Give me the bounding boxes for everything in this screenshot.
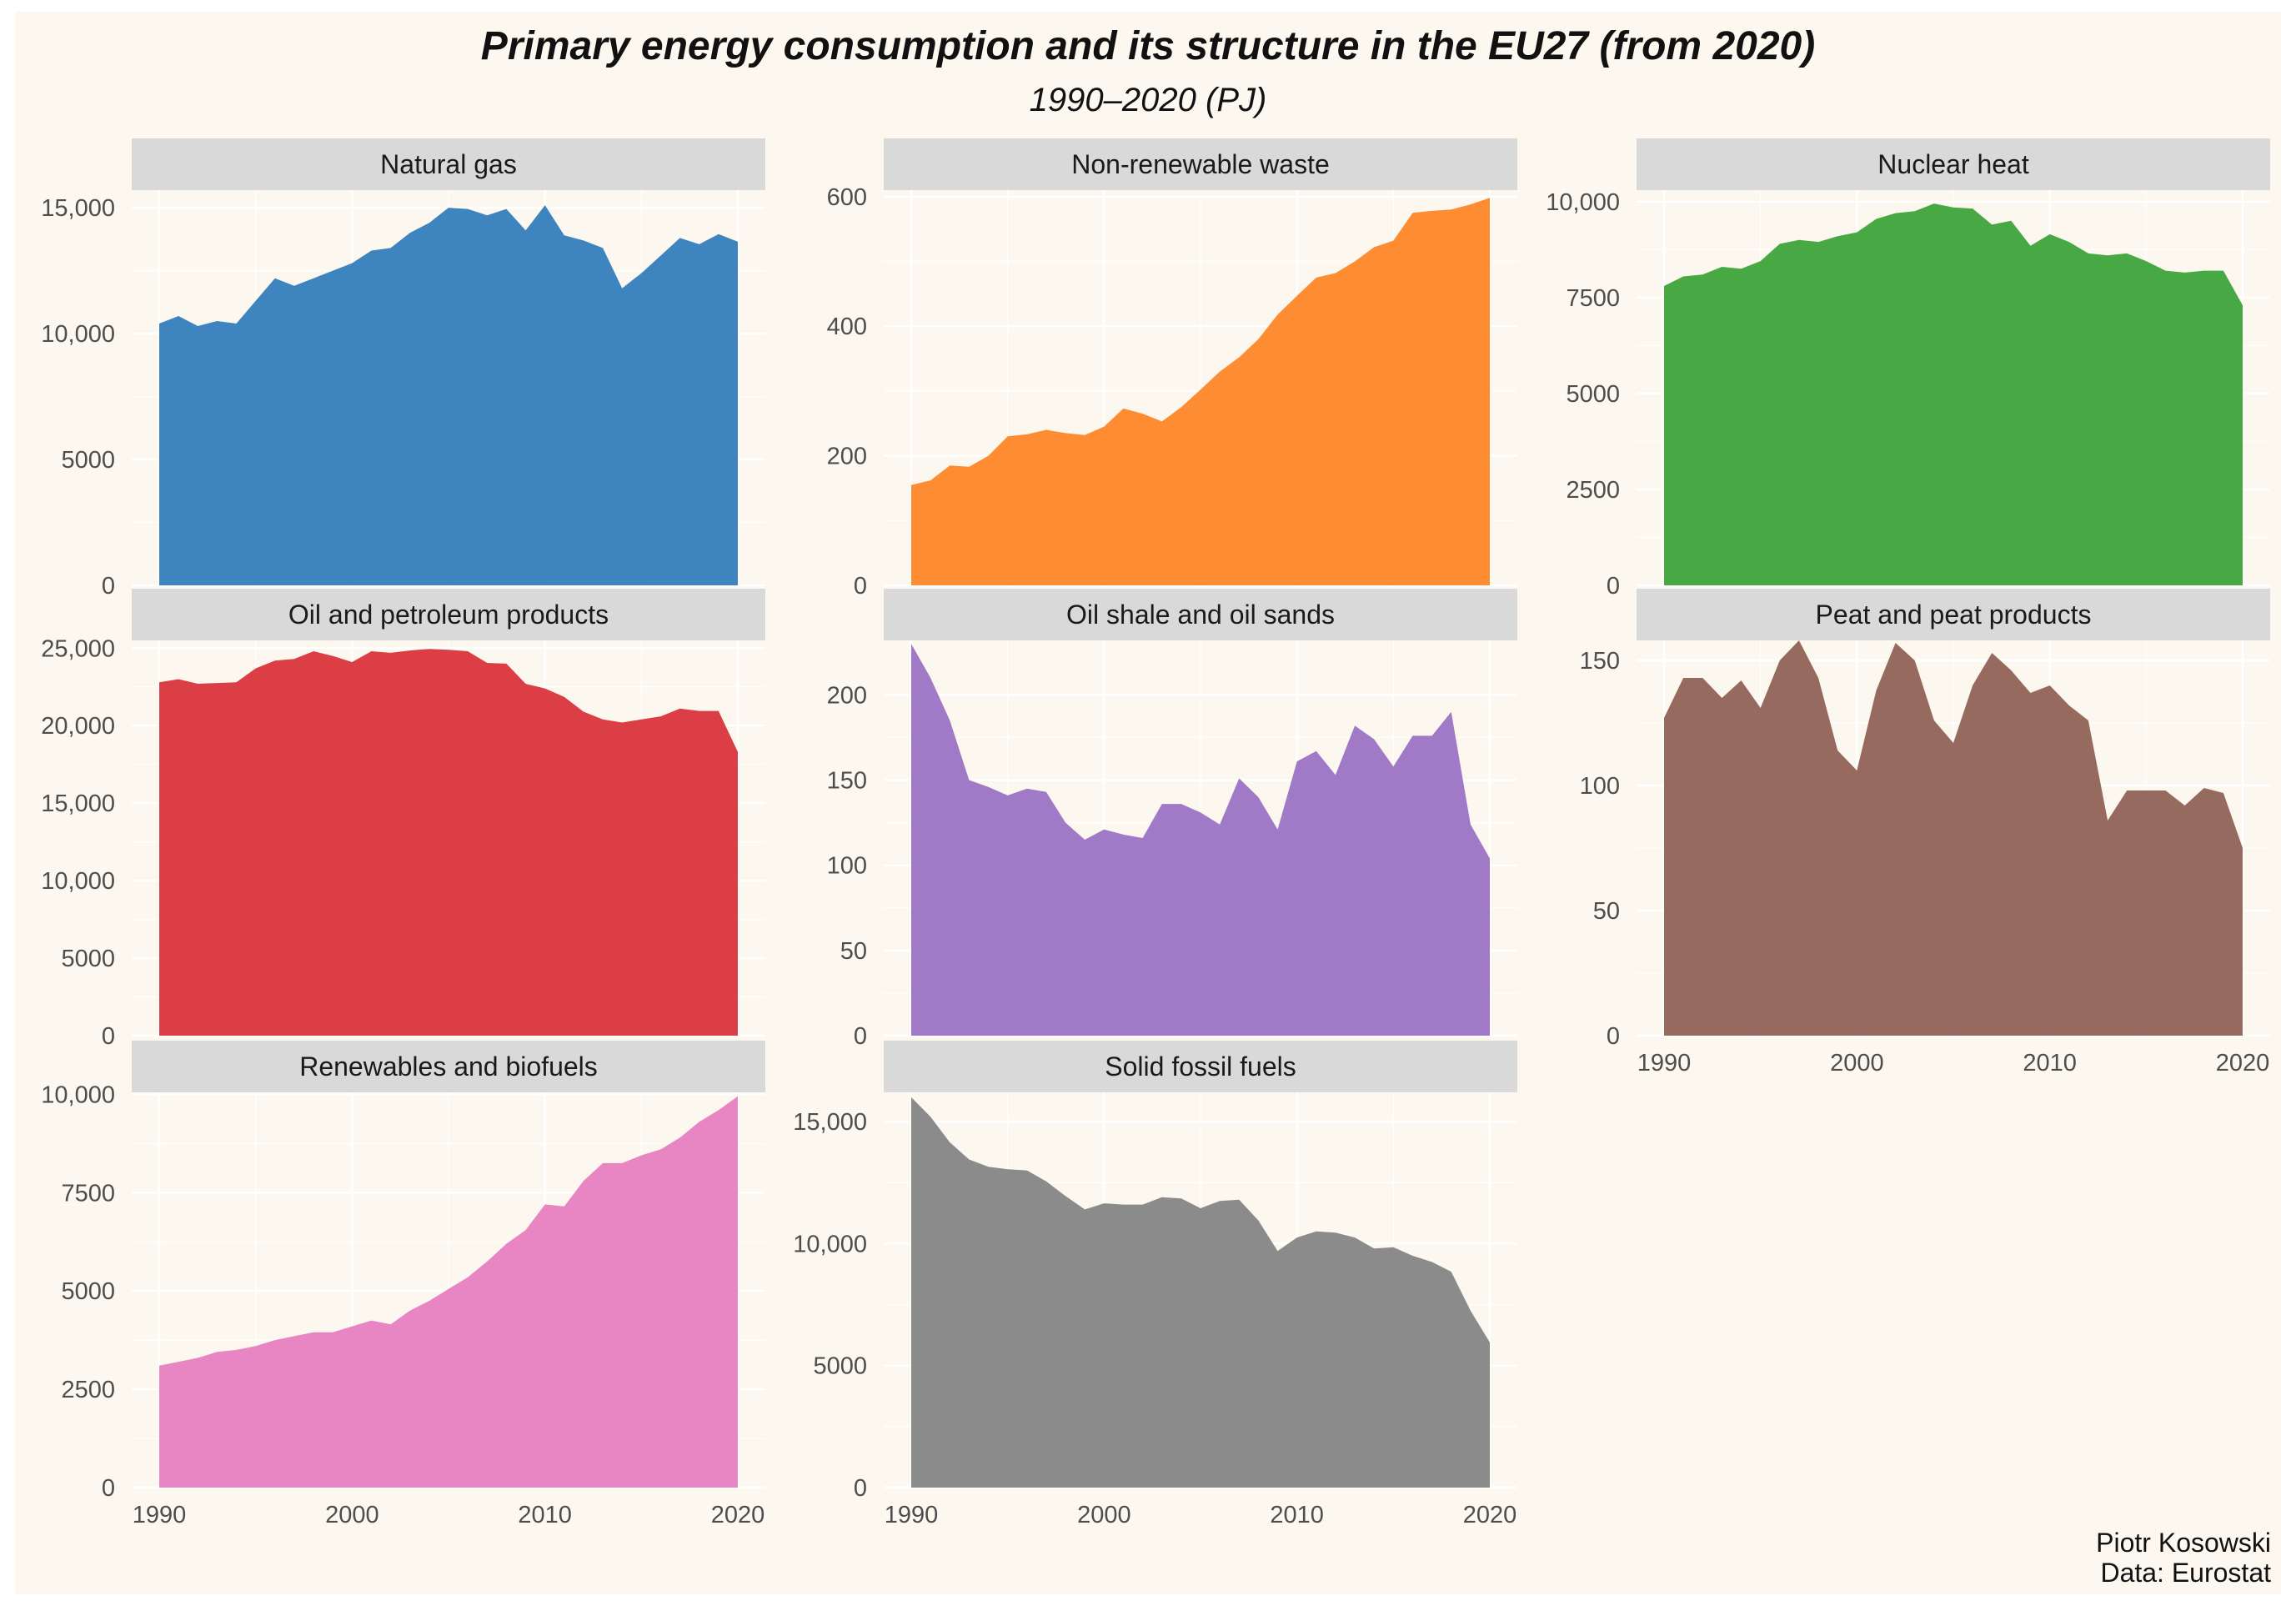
panel-solid-fossil-fuels: Solid fossil fuels 0 5000 10,000 15,000 1990 2… xyxy=(793,1041,1517,1528)
panel-title: Oil shale and oil sands xyxy=(1066,600,1335,630)
y-tick-label: 2500 xyxy=(61,1377,115,1403)
x-tick-label: 1990 xyxy=(1637,1050,1692,1077)
panel-strip xyxy=(1637,589,2270,640)
panel-oil-shale-and-oil-sands: Oil shale and oil sands 0 50 100 150 200 xyxy=(827,589,1517,1050)
caption-author: Piotr Kosowski xyxy=(2096,1528,2271,1558)
chart-subtitle: 1990–2020 (PJ) xyxy=(1029,82,1267,118)
y-tick-label: 25,000 xyxy=(41,635,115,662)
y-tick-label: 5000 xyxy=(1566,381,1620,408)
area-oil-shale-and-oil-sands xyxy=(911,644,1490,1036)
area-nuclear-heat xyxy=(1664,203,2243,585)
panel-strip xyxy=(132,138,765,190)
panel-nuclear-heat: Nuclear heat025005000750010,000199020002… xyxy=(1546,138,2270,626)
panel-strip xyxy=(884,1041,1517,1092)
y-tick-label: 0 xyxy=(102,1023,115,1050)
panel-title: Peat and peat products xyxy=(1816,600,2092,630)
panel-strip xyxy=(884,138,1517,190)
y-tick-label: 10,000 xyxy=(41,321,115,348)
y-tick-label: 15,000 xyxy=(793,1109,867,1136)
y-tick-label: 5000 xyxy=(61,946,115,972)
y-tick-label: 5000 xyxy=(61,1278,115,1305)
x-tick-label: 1990 xyxy=(133,1502,187,1528)
y-tick-label: 200 xyxy=(827,682,867,709)
y-tick-label: 100 xyxy=(827,853,867,880)
panel-natural-gas: Natural gas 0 5000 10,000 15,000 xyxy=(41,138,765,600)
y-tick-label: 100 xyxy=(1580,773,1620,800)
chart-title: Primary energy consumption and its struc… xyxy=(480,24,1816,68)
panel-non-renewable-waste: Non-renewable waste 0 200 400 600 xyxy=(827,138,1517,600)
x-tick-label: 2020 xyxy=(711,1502,765,1528)
y-tick-label: 10,000 xyxy=(41,868,115,895)
y-tick-label: 200 xyxy=(827,444,867,470)
y-tick-label: 15,000 xyxy=(41,195,115,222)
y-tick-label: 20,000 xyxy=(41,713,115,740)
x-tick-label: 2000 xyxy=(1077,1502,1131,1528)
panel-title: Non-renewable waste xyxy=(1071,149,1330,179)
panel-renewables-and-biofuels: Renewables and biofuels 0 2500 5000 7500 10,0… xyxy=(41,1041,765,1528)
area-peat-and-peat-products xyxy=(1664,640,2243,1036)
y-tick-label: 0 xyxy=(102,573,115,600)
y-tick-label: 0 xyxy=(1607,1023,1620,1050)
panel-peat-and-peat-products: Peat and peat products 0 50 100 150 1990 2000 2… xyxy=(1580,589,2270,1077)
y-tick-label: 150 xyxy=(827,768,867,795)
y-tick-label: 10,000 xyxy=(41,1082,115,1108)
x-tick-label: 2000 xyxy=(325,1502,379,1528)
area-natural-gas xyxy=(159,205,738,585)
panel-title: Renewables and biofuels xyxy=(299,1051,598,1082)
y-tick-label: 5000 xyxy=(61,447,115,474)
x-tick-label: 2010 xyxy=(518,1502,572,1528)
x-tick-label: 2020 xyxy=(2216,1050,2270,1077)
panel-strip xyxy=(132,1041,765,1092)
panel-title: Natural gas xyxy=(380,149,517,179)
area-renewables-and-biofuels xyxy=(159,1096,738,1488)
panel-strip xyxy=(132,589,765,640)
panel-title: Nuclear heat xyxy=(1877,149,2029,179)
y-tick-label: 50 xyxy=(840,938,867,965)
panel-title: Solid fossil fuels xyxy=(1105,1051,1296,1082)
panel-oil-and-petroleum-products: Oil and petroleum products 0 5000 10,000 15,… xyxy=(41,589,765,1050)
y-tick-label: 600 xyxy=(827,184,867,211)
x-tick-label: 2010 xyxy=(2023,1050,2077,1077)
y-tick-label: 2500 xyxy=(1566,477,1620,504)
x-tick-label: 1990 xyxy=(885,1502,939,1528)
area-non-renewable-waste xyxy=(911,198,1490,586)
y-tick-label: 0 xyxy=(854,1023,867,1050)
y-tick-label: 10,000 xyxy=(793,1231,867,1257)
x-tick-label: 2020 xyxy=(1463,1502,1517,1528)
y-tick-label: 0 xyxy=(102,1475,115,1502)
area-solid-fossil-fuels xyxy=(911,1097,1490,1488)
panel-strip xyxy=(1637,138,2270,190)
y-tick-label: 0 xyxy=(1607,573,1620,600)
y-tick-label: 400 xyxy=(827,314,867,340)
panel-title: Oil and petroleum products xyxy=(288,600,609,630)
y-tick-label: 5000 xyxy=(813,1353,867,1380)
y-tick-label: 7500 xyxy=(61,1180,115,1207)
y-tick-label: 15,000 xyxy=(41,790,115,817)
y-tick-label: 150 xyxy=(1580,648,1620,675)
x-tick-label: 2000 xyxy=(1830,1050,1884,1077)
y-tick-label: 0 xyxy=(854,1475,867,1502)
x-tick-label: 2010 xyxy=(1270,1502,1324,1528)
area-oil-and-petroleum-products xyxy=(159,649,738,1036)
y-tick-label: 10,000 xyxy=(1546,189,1620,216)
y-tick-label: 0 xyxy=(854,573,867,600)
panel-strip xyxy=(884,589,1517,640)
y-tick-label: 50 xyxy=(1593,898,1620,925)
y-tick-label: 7500 xyxy=(1566,285,1620,312)
caption-source: Data: Eurostat xyxy=(2100,1558,2271,1588)
